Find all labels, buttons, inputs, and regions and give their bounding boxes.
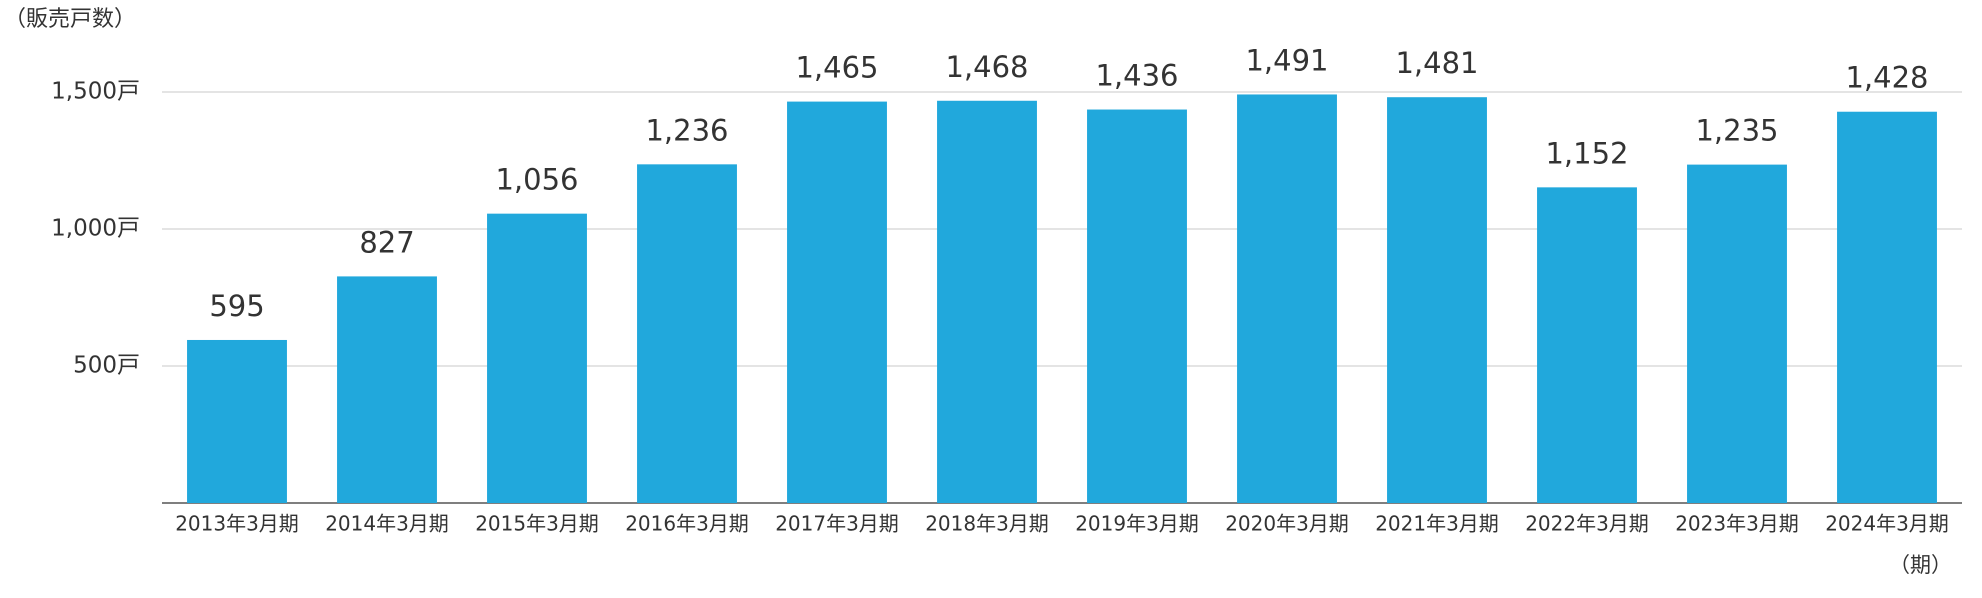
x-tick-label: 2014年3月期 [325, 512, 449, 536]
x-tick-label: 2015年3月期 [475, 512, 599, 536]
bar [187, 339, 287, 503]
x-tick-label: 2023年3月期 [1675, 512, 1799, 536]
value-label: 1,465 [795, 51, 878, 85]
bar [1237, 94, 1337, 503]
value-label: 1,468 [945, 50, 1028, 84]
x-tick-label: 2024年3月期 [1825, 512, 1949, 536]
x-tick-label: 2022年3月期 [1525, 512, 1649, 536]
y-axis-title: （販売戸数） [4, 7, 136, 32]
bar [337, 276, 437, 503]
x-tick-label: 2021年3月期 [1375, 512, 1499, 536]
bar [1087, 109, 1187, 503]
bar [937, 100, 1037, 503]
bar [787, 101, 887, 503]
x-tick-label: 2019年3月期 [1075, 512, 1199, 536]
value-label: 1,436 [1095, 59, 1178, 93]
value-label: 1,152 [1545, 136, 1628, 170]
bar [1387, 97, 1487, 504]
x-axis-unit: （期） [1889, 553, 1952, 577]
x-tick-label: 2016年3月期 [625, 512, 749, 536]
value-label: 1,056 [495, 163, 578, 197]
y-tick-label: 1,000戸 [51, 216, 140, 242]
y-tick-label: 500戸 [73, 353, 140, 379]
x-tick-label: 2013年3月期 [175, 512, 299, 536]
value-label: 827 [359, 225, 414, 259]
value-label: 595 [209, 289, 264, 323]
bar [1837, 111, 1937, 503]
bar [1537, 187, 1637, 504]
value-label: 1,236 [645, 113, 728, 147]
bar [637, 164, 737, 503]
y-tick-label: 1,500戸 [51, 79, 140, 105]
value-label: 1,491 [1245, 43, 1328, 77]
bar [1687, 164, 1787, 504]
x-tick-label: 2020年3月期 [1225, 512, 1349, 536]
x-tick-label: 2018年3月期 [925, 512, 1049, 536]
x-tick-label: 2017年3月期 [775, 512, 899, 536]
value-label: 1,428 [1845, 61, 1928, 95]
bar [487, 213, 587, 503]
value-label: 1,235 [1695, 114, 1778, 148]
value-label: 1,481 [1395, 46, 1478, 80]
